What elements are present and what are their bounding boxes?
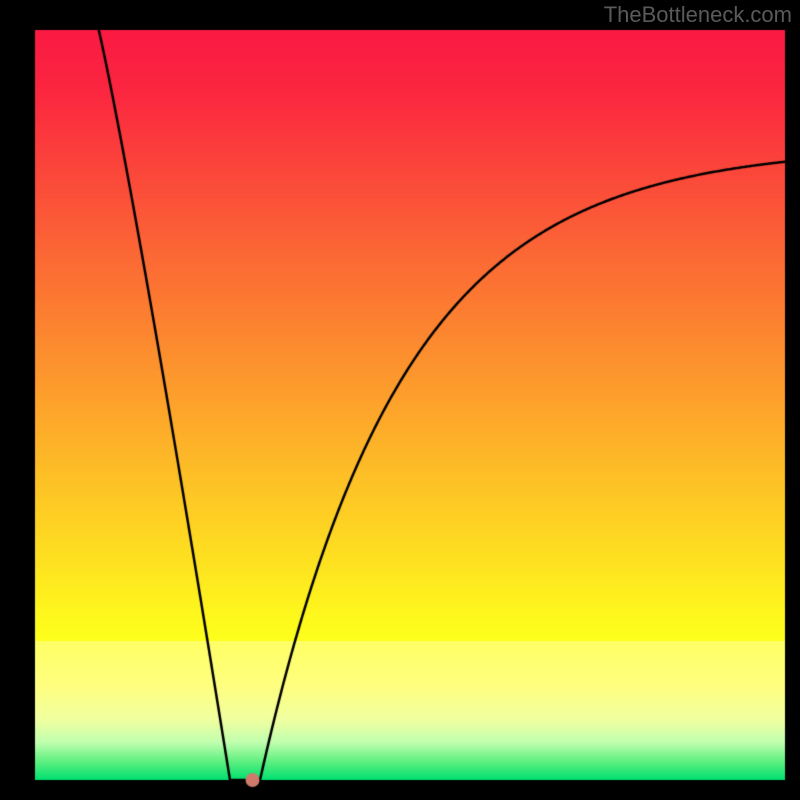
bottleneck-curve-chart <box>0 0 800 800</box>
plot-container: TheBottleneck.com <box>0 0 800 800</box>
